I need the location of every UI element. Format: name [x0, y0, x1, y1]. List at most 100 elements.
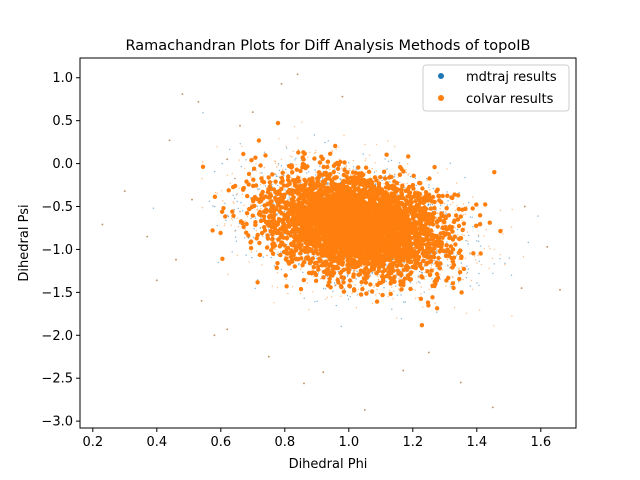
- colvar-point: [441, 269, 444, 271]
- mdtraj-point: [303, 297, 305, 299]
- colvar-point: [301, 267, 303, 269]
- colvar-point: [424, 268, 427, 271]
- mdtraj-point: [446, 241, 448, 243]
- colvar-point: [462, 203, 465, 205]
- colvar-point: [446, 168, 448, 170]
- colvar-point: [504, 264, 506, 266]
- colvar-point: [458, 259, 460, 261]
- mdtraj-point: [347, 298, 350, 300]
- colvar-point: [434, 302, 436, 304]
- colvar-point: [407, 163, 409, 165]
- colvar-point: [249, 203, 252, 205]
- colvar-point: [321, 163, 323, 165]
- colvar-point: [425, 269, 430, 274]
- colvar-point: [275, 173, 277, 175]
- colvar-point: [436, 249, 439, 251]
- mdtraj-point: [469, 285, 472, 287]
- colvar-point: [461, 219, 463, 222]
- mdtraj-point: [280, 268, 283, 271]
- colvar-point: [223, 225, 225, 227]
- colvar-point: [331, 149, 333, 152]
- colvar-point: [425, 275, 427, 277]
- mdtraj-point: [429, 225, 431, 227]
- colvar-point: [325, 164, 330, 170]
- colvar-point: [236, 254, 239, 256]
- colvar-point: [320, 269, 322, 271]
- colvar-point: [373, 285, 376, 287]
- colvar-point: [376, 275, 379, 278]
- colvar-point: [244, 228, 246, 231]
- colvar-point: [246, 171, 252, 177]
- colvar-point: [436, 255, 441, 261]
- colvar-point: [354, 284, 357, 286]
- colvar-point: [246, 216, 249, 218]
- mdtraj-point: [202, 112, 204, 114]
- colvar-point: [312, 291, 314, 293]
- mdtraj-point: [446, 204, 448, 206]
- colvar-point: [335, 284, 337, 286]
- colvar-point: [296, 137, 299, 139]
- colvar-point: [260, 226, 262, 229]
- mdtraj-point: [450, 286, 452, 288]
- mdtraj-point: [232, 194, 234, 196]
- colvar-point: [296, 195, 298, 197]
- colvar-point: [318, 263, 320, 265]
- colvar-point: [244, 167, 246, 170]
- colvar-point: [216, 192, 218, 195]
- colvar-point: [271, 285, 273, 287]
- mdtraj-point: [276, 253, 279, 256]
- colvar-point: [412, 288, 414, 291]
- colvar-point: [418, 277, 420, 279]
- colvar-point: [428, 288, 430, 291]
- mdtraj-point: [277, 163, 280, 165]
- mdtraj-point: [418, 270, 421, 273]
- mdtraj-point: [247, 237, 250, 239]
- colvar-point: [306, 282, 308, 284]
- colvar-point: [502, 233, 504, 235]
- colvar-point: [463, 234, 465, 237]
- mdtraj-point: [391, 308, 393, 310]
- colvar-point: [387, 140, 389, 142]
- colvar-point: [241, 145, 243, 148]
- mdtraj-point: [466, 265, 468, 267]
- colvar-point: [353, 269, 356, 271]
- colvar-point: [285, 145, 287, 148]
- colvar-point: [314, 152, 316, 154]
- mdtraj-point: [317, 272, 320, 274]
- mdtraj-point: [221, 162, 223, 165]
- colvar-point: [432, 230, 435, 232]
- mdtraj-point: [384, 158, 386, 160]
- colvar-point: [375, 143, 378, 146]
- mdtraj-point: [278, 169, 280, 172]
- mdtraj-point: [244, 237, 246, 239]
- mdtraj-point: [315, 257, 318, 260]
- colvar-point: [389, 173, 391, 175]
- colvar-point: [276, 241, 278, 243]
- colvar-point: [274, 160, 277, 163]
- mdtraj-point: [360, 284, 362, 287]
- colvar-point: [244, 220, 247, 222]
- colvar-point: [315, 171, 317, 173]
- colvar-point: [472, 196, 474, 198]
- colvar-point: [341, 275, 347, 281]
- mdtraj-point: [477, 240, 480, 243]
- mdtraj-point: [428, 186, 430, 189]
- mdtraj-point: [263, 151, 266, 153]
- colvar-point: [321, 275, 326, 280]
- mdtraj-point: [319, 165, 321, 168]
- mdtraj-point: [284, 189, 286, 191]
- colvar-point: [433, 268, 435, 270]
- mdtraj-point: [233, 208, 235, 211]
- colvar-point: [430, 266, 432, 268]
- colvar-point: [266, 254, 268, 257]
- colvar-point: [301, 121, 303, 123]
- mdtraj-point: [466, 271, 469, 274]
- colvar-point: [229, 182, 232, 184]
- mdtraj-point: [235, 240, 238, 242]
- colvar-point: [293, 126, 296, 128]
- colvar-point: [453, 242, 458, 247]
- colvar-point: [290, 177, 292, 179]
- colvar-point: [274, 238, 277, 240]
- colvar-point: [393, 290, 395, 292]
- colvar-point: [237, 226, 240, 228]
